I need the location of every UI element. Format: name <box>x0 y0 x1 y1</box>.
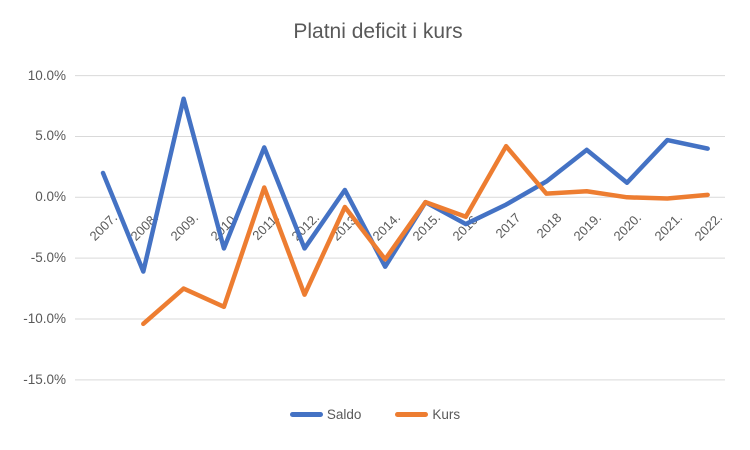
y-axis-tick-label: -10.0% <box>23 311 66 326</box>
saldo-line-swatch-icon <box>289 412 323 417</box>
y-axis-tick-label: -15.0% <box>23 371 66 387</box>
chart-title: Platni deficit i kurs <box>293 20 463 43</box>
y-axis-tick-label: 0.0% <box>35 189 66 205</box>
y-axis-tick-label: 10.0% <box>27 67 66 83</box>
y-axis-tick-label: 5.0% <box>35 128 66 144</box>
legend-label-saldo: Saldo <box>326 407 362 422</box>
y-axis-tick-label: -5.0% <box>30 250 66 266</box>
kurs-line-swatch-icon <box>395 412 429 417</box>
legend-item-kurs: Kurs <box>395 407 460 422</box>
legend-item-saldo: Saldo <box>289 407 362 422</box>
kurs-line <box>141 143 710 327</box>
saldo-line <box>100 96 710 274</box>
legend: Saldo Kurs <box>0 407 750 422</box>
legend-label-kurs: Kurs <box>432 407 461 422</box>
